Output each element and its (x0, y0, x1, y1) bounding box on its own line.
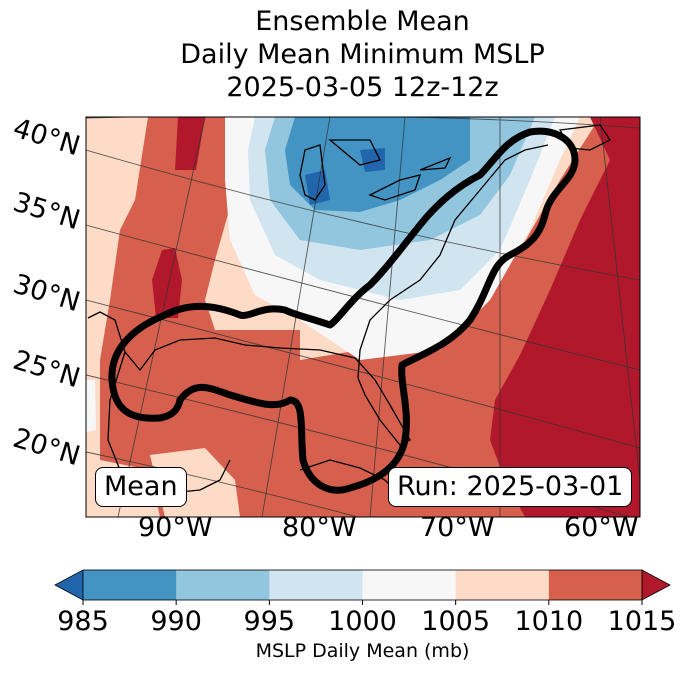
lon-label-90w: 90°W (138, 512, 213, 543)
field-gt1015-north (175, 117, 205, 170)
highlight-contour (108, 127, 579, 494)
colorbar-bin-1005-1010 (455, 570, 550, 600)
lon-line-80w (369, 117, 406, 517)
lake-erie (368, 174, 421, 201)
lon-label-80w: 80°W (282, 512, 357, 543)
lat-line-30 (86, 224, 640, 371)
title-line-3: 2025-03-05 12z-12z (226, 72, 499, 103)
colorbar-tick-label: 995 (243, 606, 296, 637)
colorbar-tick-label: 1015 (607, 606, 677, 637)
colorbar-bin-985-990 (83, 570, 177, 600)
lon-label-70w: 70°W (420, 512, 495, 543)
colorbar (54, 569, 671, 605)
map-frame (85, 116, 641, 518)
lat-line-40 (86, 117, 640, 129)
lon-line-60w (599, 117, 640, 481)
mean-label-box: Mean (95, 467, 187, 507)
lake-ontario (419, 156, 452, 171)
colorbar-tick-label: 990 (150, 606, 202, 637)
lat-line-35 (86, 149, 640, 281)
colorbar-bin-990-995 (176, 570, 270, 600)
colorbar-bin-1010-1015 (548, 570, 643, 600)
colorbar-tick-label: 1005 (421, 606, 491, 637)
colorbar-tick-label: 1000 (328, 606, 397, 637)
title-line-2: Daily Mean Minimum MSLP (180, 39, 545, 70)
colorbar-tick-label: 1010 (514, 606, 584, 637)
pressure-field (86, 117, 640, 517)
colorbar-tick-label: 985 (57, 606, 109, 637)
lake-superior-huron (328, 139, 381, 166)
field-1000-1005-sw (86, 380, 96, 432)
east-coast (357, 144, 549, 379)
lon-label-60w: 60°W (564, 512, 639, 543)
colorbar-bin-995-1000 (269, 570, 363, 600)
title-line-1: Ensemble Mean (255, 6, 470, 37)
lake-michigan (299, 144, 326, 201)
colorbar-extend-low (54, 569, 84, 601)
run-date-label-box: Run: 2025-03-01 (388, 467, 633, 507)
colorbar-bin-1000-1005 (362, 570, 457, 600)
colorbar-label: MSLP Daily Mean (mb) (255, 640, 470, 662)
colorbar-extend-high (641, 569, 671, 601)
field-gt1015-texas (152, 248, 182, 318)
field-lt985-huron (360, 148, 385, 172)
